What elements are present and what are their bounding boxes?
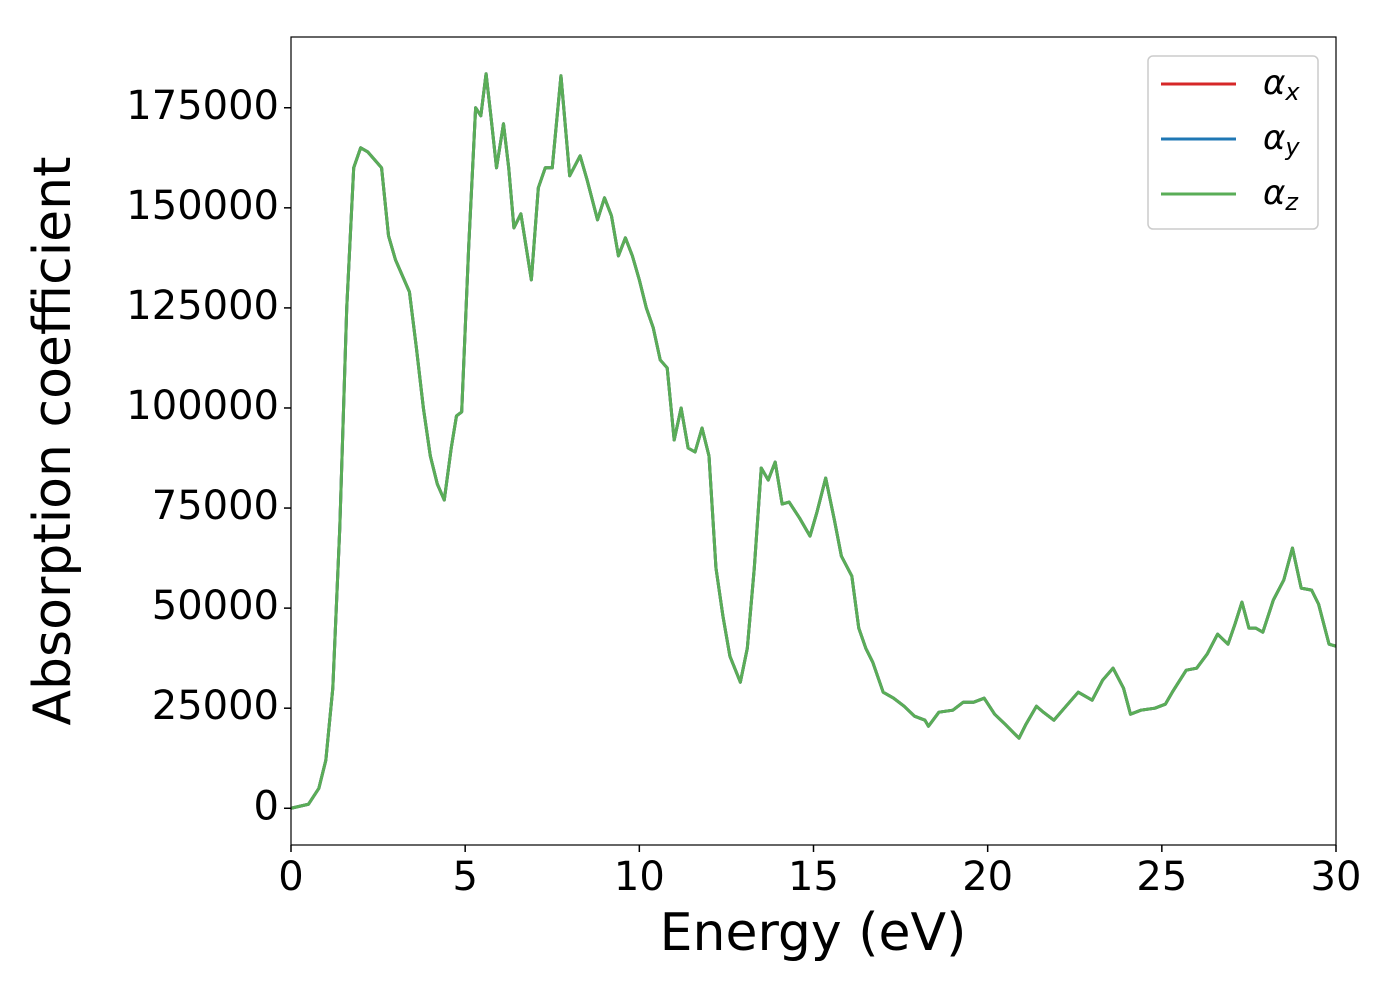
legend-box [1147, 55, 1319, 230]
y-tick-label: 150000 [126, 183, 279, 229]
legend-label: αx [1263, 63, 1300, 107]
series-line [290, 72, 1337, 810]
x-tick-label: 5 [452, 854, 477, 900]
y-tick-label: 75000 [152, 483, 279, 529]
x-tick-label: 25 [1136, 854, 1187, 900]
y-tick-label: 100000 [126, 383, 279, 429]
legend-label: αz [1263, 173, 1299, 217]
y-tick-label: 175000 [126, 83, 279, 129]
x-tick-label: 0 [278, 854, 303, 900]
x-tick-label: 30 [1311, 854, 1362, 900]
y-axis-label: Absorption coefficient [23, 156, 83, 725]
y-tick-label: 0 [254, 783, 279, 829]
x-tick-label: 15 [788, 854, 839, 900]
plot-frame [290, 36, 1337, 846]
legend-label: αy [1263, 118, 1300, 162]
x-axis-label: Energy (eV) [660, 903, 967, 963]
y-tick-label: 125000 [126, 283, 279, 329]
y-tick-label: 50000 [152, 583, 279, 629]
x-tick-label: 10 [614, 854, 665, 900]
x-tick-label: 20 [962, 854, 1013, 900]
y-tick-label: 25000 [152, 683, 279, 729]
